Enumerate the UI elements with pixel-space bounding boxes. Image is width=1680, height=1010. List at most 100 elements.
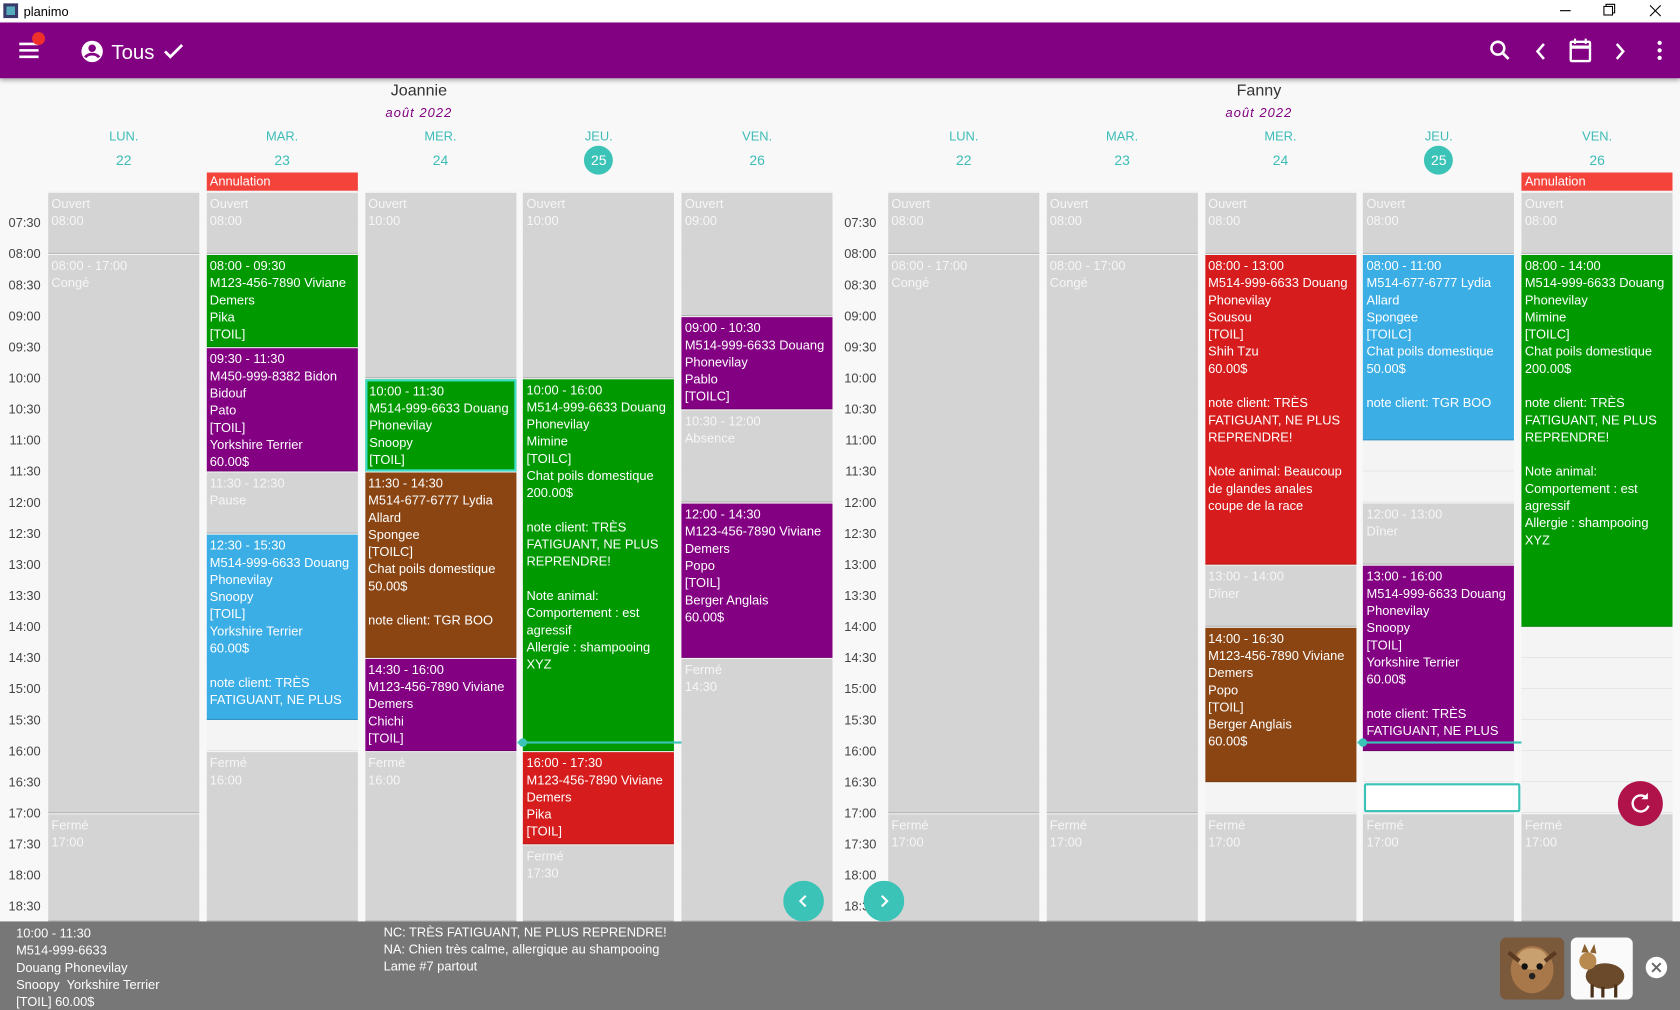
- appointment-text: 60.00$: [1366, 671, 1406, 687]
- appointment-text: Snoopy: [369, 435, 413, 451]
- weekday-label: LUN.: [109, 128, 139, 144]
- menu-button[interactable]: [15, 29, 49, 65]
- appointment-text: Fermé: [209, 755, 247, 771]
- pet-photo[interactable]: [1570, 937, 1633, 1000]
- appointment[interactable]: 16:00 - 17:30 M123-456-7890 Viviane Demer…: [523, 752, 675, 845]
- previous-week-button[interactable]: [783, 880, 824, 922]
- schedule-block: 08:00 - 17:00 Congé: [1046, 255, 1198, 814]
- next-week-button[interactable]: [863, 880, 905, 922]
- appointment[interactable]: 08:00 - 13:00 M514-999-6633 Douang Phonev…: [1204, 255, 1356, 565]
- appointment-text: 08:00 - 11:00: [1366, 258, 1442, 274]
- appointment-text: 50.00$: [1366, 361, 1406, 377]
- text-group: 09:30 - 11:30 M450-999-8382 Bidon Bidouf P…: [210, 350, 355, 470]
- appointment-text: Fermé: [1049, 817, 1087, 833]
- appointment[interactable]: 13:00 - 16:00 M514-999-6633 Douang Phonev…: [1363, 565, 1515, 752]
- text-group: Fermé 17:00: [891, 816, 1036, 850]
- appointment[interactable]: 08:00 - 11:00 M514-677-6777 Lydia Allard S…: [1363, 255, 1515, 441]
- appointment[interactable]: 14:00 - 16:30 M123-456-7890 Viviane Demer…: [1204, 627, 1356, 783]
- text-group: Ouvert 08:00: [1208, 195, 1353, 229]
- window-controls[interactable]: [1543, 0, 1680, 23]
- appointment-text: note client: TRÈS FATIGUANT, NE PLUS REP…: [1524, 395, 1657, 445]
- appointment[interactable]: 08:00 - 14:00 M514-999-6633 Douang Phonev…: [1521, 255, 1673, 627]
- appointment[interactable]: 12:30 - 15:30 M514-999-6633 Douang Phonev…: [206, 534, 358, 721]
- appointment-text: [TOILC]: [526, 451, 572, 467]
- weekday-label: MAR.: [266, 128, 299, 144]
- appointment-text: Yorkshire Terrier: [209, 437, 303, 453]
- appointment-text: [TOIL]: [1208, 326, 1244, 342]
- time-label: 12:30: [8, 526, 41, 542]
- appointment-text: Ouvert: [684, 196, 724, 212]
- time-label: 09:30: [8, 339, 41, 355]
- appointment-text: 08:00: [1208, 213, 1241, 229]
- appointment-text: [TOIL]: [209, 326, 246, 342]
- appointment-text: M123-456-7890 Viviane Demers: [209, 275, 347, 308]
- time-label: 16:30: [844, 774, 877, 790]
- appointment-text: Pika: [209, 309, 235, 325]
- text-group: 09:00 - 10:30 M514-999-6633 Douang Phonev…: [685, 319, 830, 405]
- appointment[interactable]: 14:30 - 16:00 M123-456-7890 Viviane Demer…: [364, 658, 516, 752]
- appointment[interactable]: 11:30 - 14:30 M514-677-6777 Lydia Allard S…: [364, 472, 516, 658]
- time-label: 18:00: [844, 867, 877, 883]
- schedule-block: 12:00 - 13:00 Dîner: [1363, 503, 1515, 565]
- appointment-text: Congé: [891, 275, 930, 291]
- appointment-text: Congé: [51, 275, 90, 291]
- appointment-text: note client: TRÈS FATIGUANT, NE PLUS REP…: [526, 519, 659, 569]
- appointment-text: note client: TRÈS FATIGUANT, NE PLUS: [209, 675, 342, 708]
- cancellation-banner[interactable]: Annulation: [206, 172, 358, 191]
- time-label: 13:00: [8, 557, 41, 573]
- text-group: Fermé 17:00: [51, 816, 196, 850]
- appointment-text: 200.00$: [526, 485, 573, 501]
- details-panel: 10:00 - 11:30 M514-999-6633 Douang Phonevi…: [0, 921, 1680, 1010]
- filter-label[interactable]: Tous: [111, 41, 155, 65]
- toolbar-actions[interactable]: [1487, 38, 1675, 66]
- appointment-text: Ouvert: [368, 196, 407, 212]
- appointment[interactable]: 08:00 - 09:30 M123-456-7890 Viviane Demer…: [206, 255, 358, 348]
- text-group: Note animal: Comportement : est agressif A…: [526, 587, 671, 673]
- schedule-block: 11:30 - 12:30 Pause: [206, 472, 358, 534]
- appointment-text: 09:00 - 10:30: [684, 320, 761, 336]
- time-label: 08:00: [844, 246, 877, 262]
- refresh-button[interactable]: [1617, 780, 1664, 827]
- text-group: 12:30 - 15:30 M514-999-6633 Douang Phonev…: [210, 537, 355, 657]
- appointment-text: [TOILC]: [368, 544, 413, 560]
- cancellation-banner[interactable]: Annulation: [1521, 172, 1673, 191]
- month-label: août 2022: [385, 105, 453, 121]
- text-group: Ouvert 10:00: [368, 195, 513, 229]
- schedule-block: 13:00 - 14:00 Dîner: [1204, 565, 1356, 627]
- staff-name: Fanny: [1236, 81, 1282, 100]
- appointment[interactable]: 10:00 - 11:30 M514-999-6633 Douang Phonev…: [364, 379, 516, 472]
- appointment-text: 08:00 - 14:00: [1524, 258, 1601, 274]
- appointment[interactable]: 09:30 - 11:30 M450-999-8382 Bidon Bidouf P…: [206, 348, 358, 472]
- pet-photo[interactable]: [1500, 937, 1565, 1000]
- appointment[interactable]: 09:00 - 10:30 M514-999-6633 Douang Phonev…: [681, 317, 833, 410]
- appointment-text: Spongee: [1366, 309, 1418, 325]
- appointment-text: Ouvert: [209, 196, 249, 212]
- appointment-text: 08:00: [51, 213, 84, 229]
- schedule-block: Fermé 17:00: [1363, 814, 1515, 922]
- appointment-text: Chat poils domestique: [526, 468, 654, 484]
- appointment[interactable]: 12:00 - 14:30 M123-456-7890 Viviane Demer…: [681, 503, 833, 658]
- appointment-text: 08:00: [1524, 213, 1558, 229]
- schedule-block: Fermé 17:30: [523, 845, 675, 922]
- selected-slot[interactable]: [1363, 783, 1521, 813]
- appointment[interactable]: 10:00 - 16:00 M514-999-6633 Douang Phonev…: [523, 379, 675, 752]
- text-group: Ouvert 09:00: [685, 195, 830, 229]
- current-time-dot: [1358, 738, 1368, 747]
- appointment-text: Ouvert: [1366, 196, 1406, 212]
- text-group: Ouvert 08:00: [210, 195, 355, 229]
- text-group: Fermé 17:30: [526, 848, 671, 882]
- date-label: 22: [955, 152, 972, 169]
- schedule-block: Ouvert 08:00: [1204, 192, 1356, 254]
- appointment-text: M123-456-7890 Viviane Demers: [684, 523, 822, 557]
- close-details-button[interactable]: [1644, 955, 1670, 981]
- appointment-text: 08:00 - 17:00: [891, 258, 968, 274]
- appointment-text: 09:00: [684, 213, 718, 229]
- appointment-text: Mimine: [526, 433, 568, 449]
- account-icon[interactable]: [80, 40, 104, 64]
- details-text: NA: Chien très calme, allergique au sham…: [383, 941, 660, 957]
- appointment-text: 16:00 - 17:30: [526, 755, 603, 771]
- appointment-text: 11:30 - 12:30: [209, 475, 285, 491]
- appointment-text: M514-999-6633 Douang Phonevilay: [209, 555, 350, 588]
- appointment-text: [TOIL]: [369, 452, 405, 468]
- confirm-icon[interactable]: [162, 40, 186, 64]
